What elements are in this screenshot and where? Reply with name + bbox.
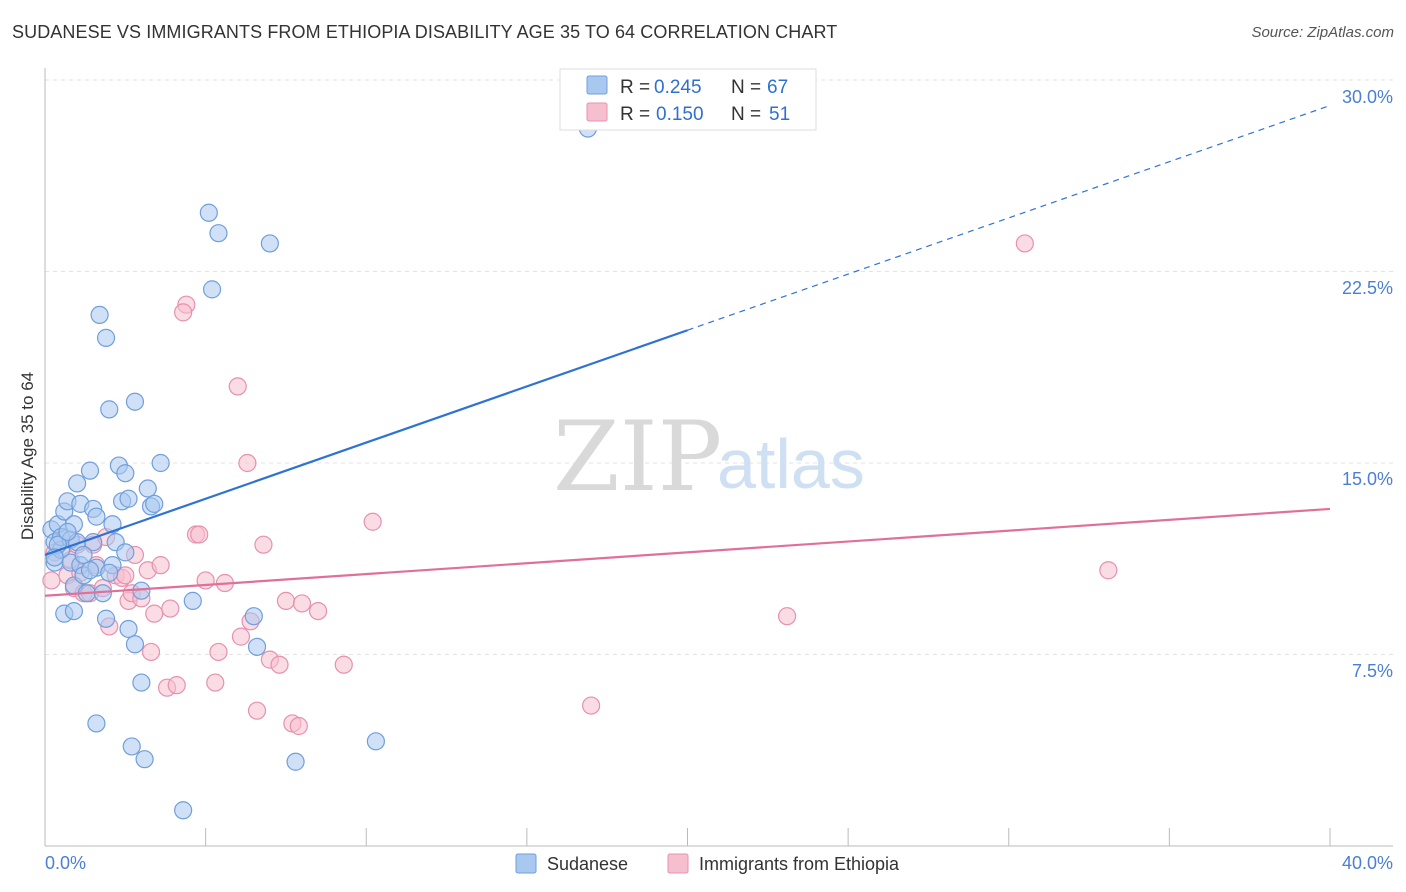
bottom-legend-label-sudanese: Sudanese	[547, 854, 628, 874]
ethiopia-point	[42, 571, 61, 590]
sudanese-point	[122, 737, 141, 756]
sudanese-point	[209, 224, 228, 243]
watermark-atlas: atlas	[717, 425, 865, 503]
legend-swatch-ethiopia	[586, 102, 608, 122]
series-sudanese-points	[42, 119, 598, 820]
ethiopia-point	[308, 601, 328, 621]
ethiopia-point	[247, 701, 267, 720]
sudanese-point	[96, 609, 116, 628]
legend-r-value: 0.245	[654, 77, 702, 98]
ethiopia-point	[582, 696, 601, 715]
x-tick-label-min: 0.0%	[45, 853, 86, 873]
bottom-legend-swatch-sudanese	[515, 853, 537, 874]
ethiopia-point	[231, 627, 251, 646]
y-axis-label: Disability Age 35 to 64	[18, 372, 37, 540]
ethiopia-point	[276, 591, 296, 610]
ethiopia-point	[167, 676, 186, 695]
ethiopia-point	[1099, 561, 1118, 580]
sudanese-point	[80, 561, 100, 580]
sudanese-point	[199, 203, 218, 222]
ethiopia-point	[228, 377, 247, 396]
ethiopia-trend-line	[44, 507, 1331, 597]
stats-legend: R = 0.245 N = 67 R = 0.150 N = 51	[559, 68, 817, 131]
sudanese-point	[103, 515, 122, 534]
ethiopia-point	[363, 512, 382, 531]
sudanese-point	[151, 453, 170, 473]
ethiopia-point	[151, 556, 170, 575]
ethiopia-point	[161, 599, 180, 618]
sudanese-trend-extension	[687, 104, 1331, 331]
ethiopia-point	[206, 673, 225, 692]
y-tick-label: 7.5%	[1352, 661, 1393, 681]
grid-lines	[45, 79, 1393, 655]
sudanese-point	[100, 563, 119, 582]
series-legend: Sudanese Immigrants from Ethiopia	[515, 853, 900, 874]
legend-n-label: N =	[731, 104, 761, 125]
sudanese-point	[174, 801, 193, 820]
sudanese-point	[260, 234, 279, 253]
sudanese-point	[125, 635, 145, 654]
sudanese-point	[100, 400, 119, 419]
ethiopia-point	[141, 642, 161, 662]
legend-r-value: 0.150	[656, 104, 704, 125]
chart-source: Source: ZipAtlas.com	[1251, 24, 1394, 41]
sudanese-point	[132, 673, 151, 692]
ethiopia-point	[254, 535, 273, 554]
ethiopia-point	[270, 655, 289, 674]
sudanese-point	[244, 607, 263, 626]
ethiopia-point	[334, 655, 353, 674]
sudanese-point	[125, 392, 145, 411]
sudanese-point	[138, 479, 157, 498]
sudanese-point	[116, 464, 135, 483]
bottom-legend-swatch-ethiopia	[667, 853, 689, 874]
sudanese-point	[80, 461, 100, 480]
sudanese-point	[87, 507, 106, 526]
legend-n-value: 67	[767, 77, 788, 98]
x-tick-label-max: 40.0%	[1342, 853, 1393, 873]
sudanese-point	[183, 591, 202, 610]
sudanese-point	[116, 543, 135, 562]
sudanese-point	[87, 714, 106, 733]
ethiopia-point	[209, 642, 228, 662]
y-tick-label: 30.0%	[1342, 87, 1393, 107]
y-tick-label: 22.5%	[1342, 278, 1393, 298]
bottom-legend-label-ethiopia: Immigrants from Ethiopia	[699, 854, 900, 874]
sudanese-point	[286, 752, 305, 771]
ethiopia-point	[1015, 234, 1034, 253]
sudanese-trend-line	[44, 329, 688, 556]
sudanese-point	[64, 601, 84, 621]
sudanese-point	[247, 637, 267, 656]
sudanese-point	[202, 280, 222, 299]
sudanese-point	[145, 494, 164, 513]
legend-n-label: N =	[731, 77, 761, 98]
sudanese-point	[74, 545, 93, 565]
ethiopia-point	[174, 303, 193, 322]
y-tick-labels: 7.5% 15.0% 22.5% 30.0%	[1342, 87, 1393, 681]
legend-r-label: R =	[620, 77, 650, 98]
y-tick-label: 15.0%	[1342, 469, 1393, 489]
ethiopia-point	[292, 594, 312, 613]
sudanese-point	[366, 732, 385, 751]
ethiopia-point	[238, 453, 257, 473]
ethiopia-point	[289, 716, 308, 736]
sudanese-point	[58, 522, 77, 542]
sudanese-point	[96, 328, 116, 347]
sudanese-point	[68, 474, 87, 493]
legend-swatch-sudanese	[586, 75, 608, 95]
legend-n-value: 51	[769, 104, 790, 125]
ethiopia-point	[145, 604, 164, 623]
x-ticks	[205, 828, 1331, 846]
sudanese-point	[119, 619, 138, 639]
legend-r-label: R =	[620, 104, 650, 125]
ethiopia-point	[777, 607, 797, 626]
ethiopia-point	[190, 525, 209, 544]
sudanese-point	[119, 489, 138, 508]
watermark-zip: ZIP	[553, 401, 722, 513]
trend-lines	[44, 104, 1331, 597]
chart-title: SUDANESE VS IMMIGRANTS FROM ETHIOPIA DIS…	[12, 22, 838, 42]
sudanese-point	[135, 750, 154, 769]
sudanese-point	[90, 305, 109, 325]
